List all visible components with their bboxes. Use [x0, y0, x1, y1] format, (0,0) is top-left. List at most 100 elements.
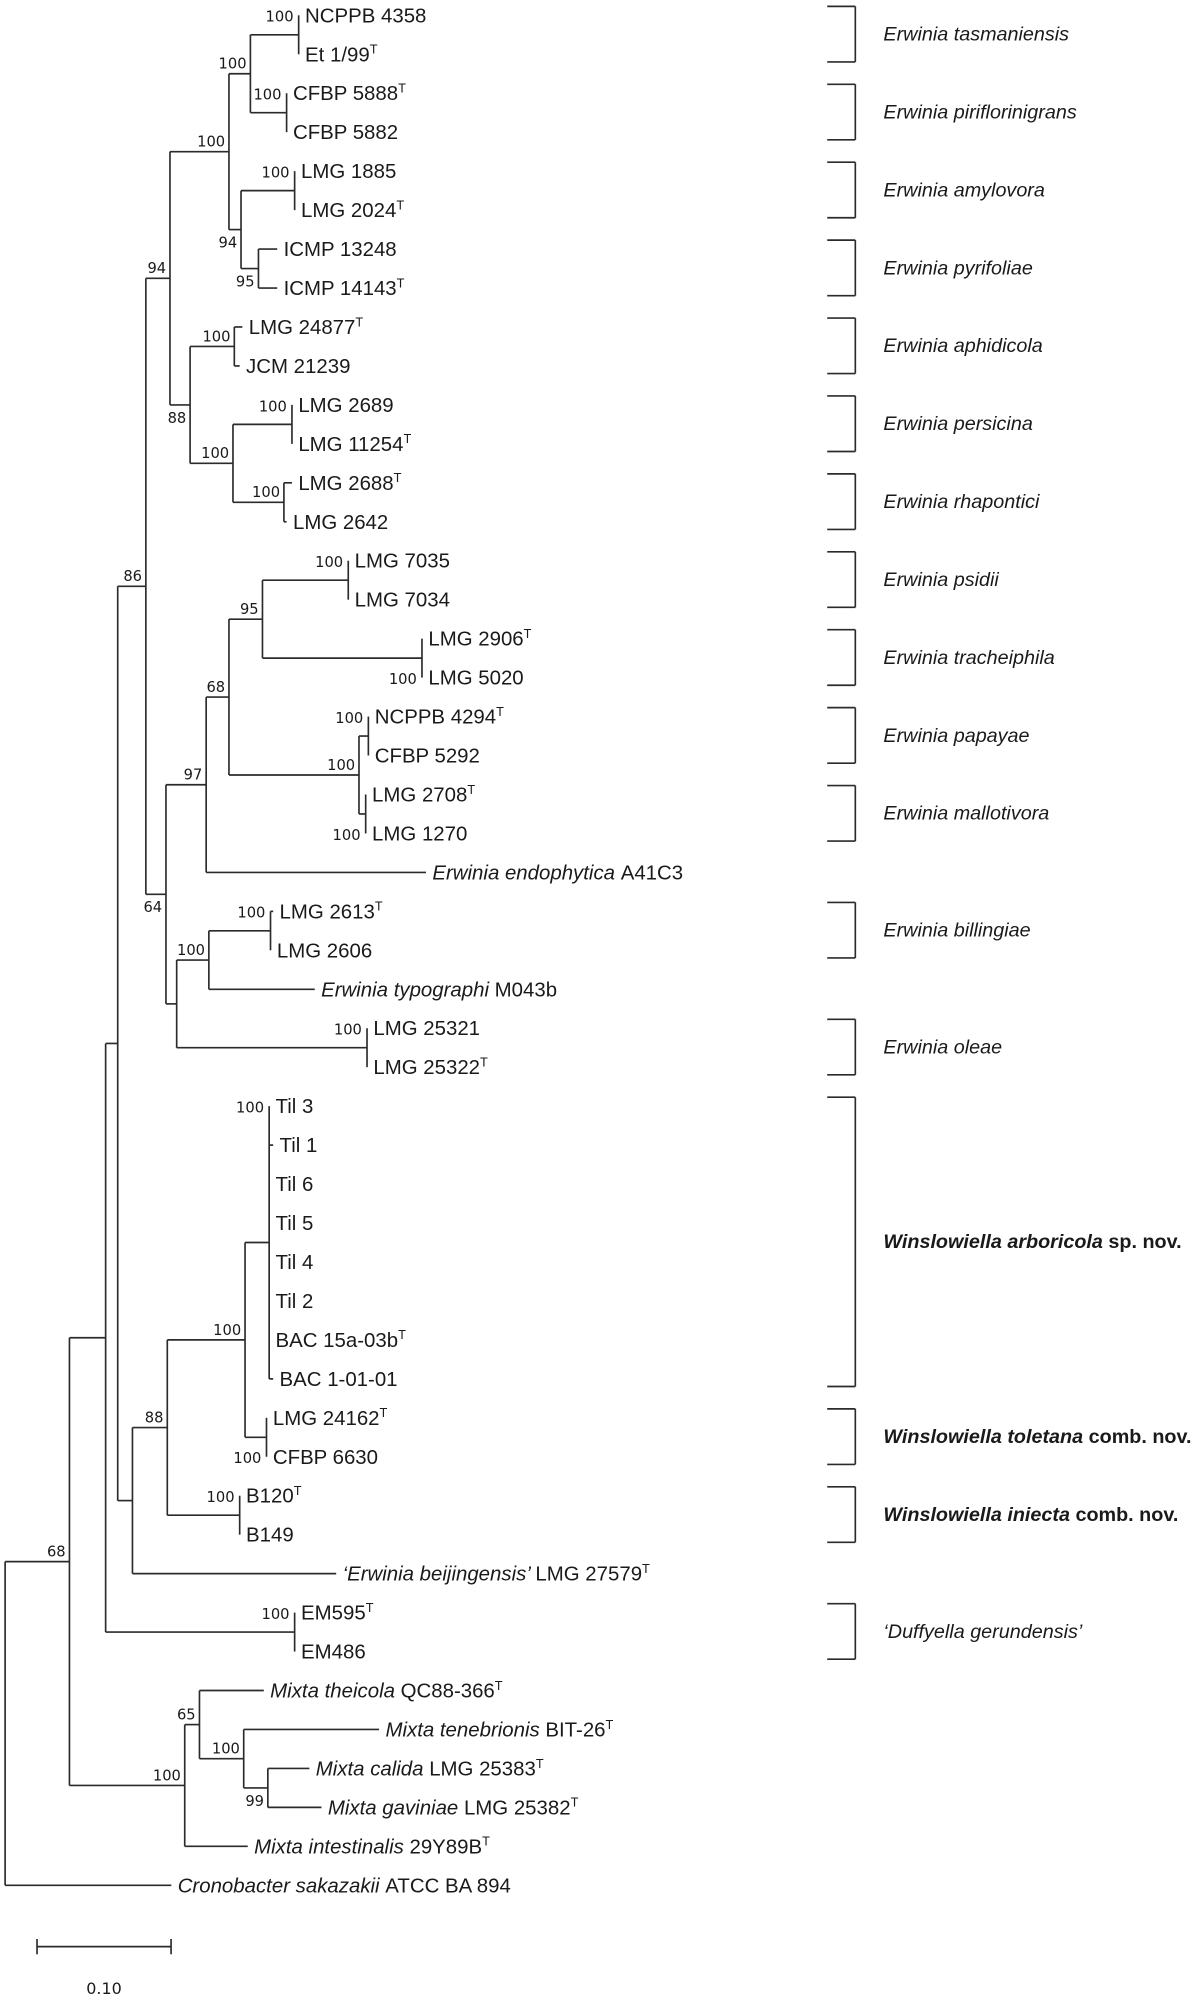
taxon-label: CFBP 6630	[273, 1447, 378, 1469]
taxon-strain: LMG 2642	[293, 512, 388, 534]
type-strain-mark: T	[397, 275, 405, 290]
clade-species-name: Erwinia persicina	[883, 413, 1032, 435]
taxon-label: LMG 2642	[293, 512, 388, 534]
bootstrap-value: 100	[219, 56, 247, 73]
taxon-label: Et 1/99T	[305, 42, 378, 67]
taxon-species-name: Mixta intestinalis	[254, 1836, 409, 1858]
clade-label: Erwinia tracheiphila	[883, 647, 1054, 669]
taxon-strain: CFBP 5888	[293, 83, 398, 105]
bootstrap-value: 94	[219, 234, 238, 251]
bootstrap-value: 88	[145, 1409, 164, 1426]
taxon-label: LMG 1885	[301, 161, 396, 183]
taxon-label: ‘Erwinia beijingensis’ LMG 27579T	[343, 1561, 650, 1586]
bootstrap-value: 100	[266, 9, 294, 26]
taxon-strain: LMG 27579	[535, 1564, 642, 1586]
bootstrap-value: 68	[47, 1544, 66, 1561]
scale-bar: 0.10	[36, 1938, 172, 1998]
taxon-strain: LMG 7034	[355, 590, 450, 612]
bootstrap-values: 100 100 100 100 95 94 100 100 100 100 100 88 94 100 10…	[47, 9, 417, 1810]
taxon-label: Mixta intestinalis 29Y89BT	[254, 1834, 490, 1859]
taxon-strain: LMG 1885	[301, 161, 396, 183]
taxon-label: LMG 2906T	[428, 626, 531, 651]
type-strain-mark: T	[380, 1405, 388, 1420]
clade-label: Erwinia pyrifoliae	[883, 257, 1032, 279]
type-strain-mark: T	[403, 431, 411, 446]
taxon-label: LMG 7034	[355, 590, 450, 612]
clade-bracket: Erwinia mallotivora	[827, 784, 1049, 842]
taxon-strain: EM595	[301, 1603, 366, 1625]
clade-bracket: Winslowiella toletana comb. nov.	[827, 1408, 1191, 1466]
clade-brackets: Erwinia tasmaniensis Erwinia piriflorinig…	[827, 5, 1191, 1661]
taxon-strain: 29Y89B	[409, 1836, 482, 1858]
clade-bracket: Erwinia tracheiphila	[827, 628, 1055, 687]
type-strain-mark: T	[366, 1600, 374, 1615]
bootstrap-value: 100	[207, 1489, 235, 1506]
taxon-strain: NCPPB 4358	[305, 5, 426, 27]
clade-label: Erwinia papayae	[883, 725, 1029, 747]
clade-bracket: Erwinia tasmaniensis	[827, 5, 1069, 63]
taxon-label: LMG 2688T	[298, 470, 401, 495]
clade-species-name: Erwinia amylovora	[883, 179, 1044, 201]
taxon-label: LMG 25321	[373, 1018, 480, 1040]
bootstrap-value: 100	[236, 1100, 264, 1117]
clade-species-name: Erwinia oleae	[883, 1036, 1002, 1058]
clade-species-name: Erwinia aphidicola	[883, 335, 1042, 357]
taxon-label: Erwinia endophytica A41C3	[432, 862, 683, 884]
taxon-strain: QC88-366	[401, 1681, 495, 1703]
taxon-strain: Til 4	[276, 1252, 314, 1274]
taxon-strain: Til 3	[276, 1096, 314, 1118]
clade-species-name: Winslowiella toletana	[883, 1426, 1083, 1448]
taxon-label: LMG 2613T	[280, 899, 383, 924]
type-strain-mark: T	[571, 1795, 579, 1810]
type-strain-mark: T	[480, 1055, 488, 1070]
taxon-label: Mixta calida LMG 25383T	[316, 1756, 544, 1781]
type-strain-mark: T	[495, 1678, 503, 1693]
taxon-strain: LMG 24162	[273, 1408, 380, 1430]
clade-status: comb. nov.	[1083, 1426, 1191, 1448]
bootstrap-value: 86	[123, 568, 142, 585]
taxon-label: Erwinia typographi M043b	[321, 979, 557, 1001]
type-strain-mark: T	[294, 1483, 302, 1498]
clade-species-name: Erwinia pyrifoliae	[883, 257, 1032, 279]
taxon-strain: Til 2	[276, 1291, 314, 1313]
taxon-label: BAC 1-01-01	[280, 1369, 398, 1391]
bootstrap-value: 100	[262, 1606, 290, 1623]
taxon-strain: EM486	[301, 1642, 366, 1664]
clade-bracket: Erwinia billingiae	[827, 901, 1031, 959]
bootstrap-value: 95	[240, 601, 259, 618]
taxon-label: Til 3	[276, 1096, 314, 1118]
type-strain-mark: T	[398, 81, 406, 96]
taxon-strain: ICMP 14143	[284, 278, 397, 300]
taxon-strain: LMG 5020	[428, 668, 523, 690]
taxon-strain: LMG 2906	[428, 629, 523, 651]
taxon-species-name: Cronobacter sakazakii	[178, 1875, 386, 1897]
taxon-species-name: ‘Erwinia beijingensis’	[343, 1564, 536, 1586]
clade-label: Erwinia mallotivora	[883, 803, 1049, 825]
taxon-strain: LMG 2606	[277, 940, 372, 962]
taxon-strain: Et 1/99	[305, 44, 370, 66]
clade-bracket: ‘Duffyella gerundensis’	[827, 1602, 1083, 1661]
bootstrap-value: 100	[333, 827, 361, 844]
clade-status: comb. nov.	[1070, 1504, 1178, 1526]
type-strain-mark: T	[398, 1327, 406, 1342]
clade-label: Erwinia oleae	[883, 1036, 1002, 1058]
type-strain-mark: T	[536, 1756, 544, 1771]
taxon-label: LMG 2689	[298, 395, 393, 417]
taxon-label: Mixta gaviniae LMG 25382T	[328, 1795, 579, 1820]
type-strain-mark: T	[355, 314, 363, 329]
taxon-strain: B120	[246, 1486, 294, 1508]
taxon-strain: B149	[246, 1525, 294, 1547]
bootstrap-value: 65	[177, 1706, 196, 1723]
taxon-strain: LMG 2689	[298, 395, 393, 417]
clade-label: Erwinia rhapontici	[883, 491, 1040, 513]
taxon-label: Mixta tenebrionis BIT-26T	[385, 1717, 613, 1742]
type-strain-mark: T	[482, 1834, 490, 1849]
clade-label: Erwinia billingiae	[883, 920, 1030, 942]
taxon-strain: LMG 2688	[298, 473, 393, 495]
taxon-label: LMG 1270	[372, 823, 467, 845]
type-strain-mark: T	[524, 626, 532, 641]
type-strain-mark: T	[375, 899, 383, 914]
taxon-label: ICMP 13248	[284, 239, 397, 261]
clade-species-name: Erwinia papayae	[883, 725, 1029, 747]
taxon-label: Til 1	[280, 1135, 318, 1157]
